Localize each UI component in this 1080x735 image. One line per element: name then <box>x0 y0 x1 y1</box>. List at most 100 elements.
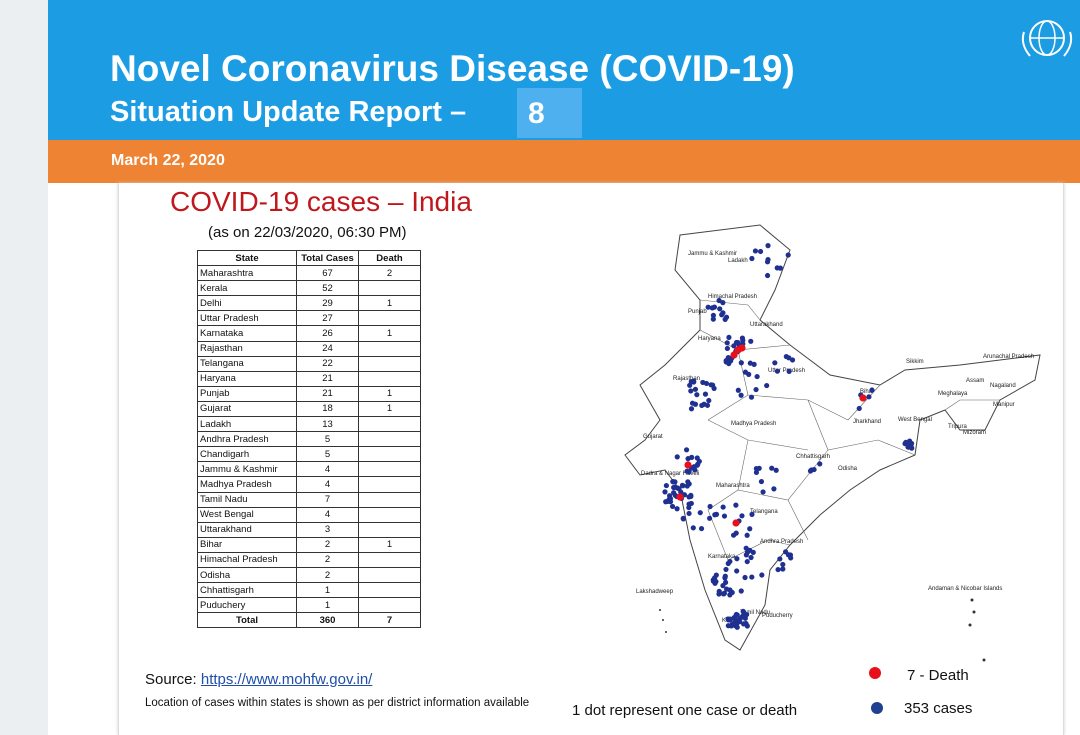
table-cell <box>358 582 421 599</box>
table-cell: 29 <box>296 295 359 312</box>
source-label: Source: <box>145 671 197 688</box>
dot-note: 1 dot represent one case or death <box>572 702 798 719</box>
table-row: Uttar Pradesh 27 <box>197 310 421 327</box>
table-row: Uttarakhand 3 <box>197 521 421 538</box>
table-cell: 1 <box>358 400 421 418</box>
table-cell: Haryana <box>197 370 297 387</box>
table-cell: Uttar Pradesh <box>197 310 297 327</box>
table-row: Tamil Nadu 7 <box>197 491 421 508</box>
total-cell: Total <box>197 612 297 629</box>
table-cell <box>358 355 421 372</box>
table-cell: 4 <box>296 506 359 523</box>
table-row: Gujarat 18 1 <box>197 400 421 418</box>
report-date: March 22, 2020 <box>111 152 225 169</box>
location-note: Location of cases within states is shown… <box>145 697 530 709</box>
table-row: Bihar 2 1 <box>197 536 421 553</box>
who-logo <box>1021 20 1073 57</box>
source: Source: https://www.mohfw.gov.in/ <box>145 671 372 688</box>
table-cell: Punjab <box>197 385 297 402</box>
table-cell <box>358 446 421 463</box>
table-cell <box>358 506 421 523</box>
table-cell <box>358 340 421 357</box>
table-row: Jammu & Kashmir 4 <box>197 461 421 478</box>
table-cell: 27 <box>296 310 359 327</box>
table-cell: 2 <box>358 265 421 282</box>
table-cell: 1 <box>358 536 421 553</box>
table-cell: Ladakh <box>197 416 297 433</box>
table-cell: 2 <box>296 551 359 568</box>
table-cell: 22 <box>296 355 359 372</box>
table-row: Madhya Pradesh 4 <box>197 476 421 493</box>
table-cell <box>358 416 421 433</box>
table-row: Rajasthan 24 <box>197 340 421 357</box>
as-on-date: (as on 22/03/2020, 06:30 PM) <box>208 224 407 241</box>
table-cell: Rajasthan <box>197 340 297 357</box>
table-row: Punjab 21 1 <box>197 385 421 402</box>
table-cell <box>358 431 421 448</box>
table-cell: 1 <box>358 295 421 312</box>
table-row: Haryana 21 <box>197 370 421 387</box>
table-cell: 1 <box>296 597 359 614</box>
table-row: Delhi 29 1 <box>197 295 421 312</box>
table-cell: 1 <box>296 582 359 599</box>
total-cell: 360 <box>296 612 359 629</box>
table-cell: Telangana <box>197 355 297 372</box>
table-cell: 24 <box>296 340 359 357</box>
table-cell: Odisha <box>197 566 297 584</box>
table-row: Maharashtra 67 2 <box>197 265 421 282</box>
cases-table: State Total Cases Death Maharashtra 67 2 Keral… <box>197 249 421 629</box>
table-cell: 1 <box>358 325 421 342</box>
column-header: Total Cases <box>296 249 359 267</box>
table-cell: 13 <box>296 416 359 433</box>
report-title: Novel Coronavirus Disease (COVID-19) <box>110 48 795 89</box>
table-cell: Maharashtra <box>197 265 297 282</box>
table-cell: Chhattisgarh <box>197 582 297 599</box>
table-cell: 52 <box>296 280 359 297</box>
table-row: Himachal Pradesh 2 <box>197 551 421 568</box>
table-cell: 67 <box>296 265 359 282</box>
table-header: State Total Cases Death <box>197 249 421 267</box>
table-cell <box>358 566 421 584</box>
column-header: State <box>197 249 297 267</box>
date-band <box>48 140 1080 183</box>
table-cell <box>358 551 421 568</box>
case-legend-dot <box>871 702 883 714</box>
report-number: 8 <box>517 88 582 138</box>
table-row: West Bengal 4 <box>197 506 421 523</box>
table-cell: 21 <box>296 385 359 402</box>
legend-death: 7 - Death <box>907 667 969 684</box>
table-row: Telangana 22 <box>197 355 421 372</box>
table-cell <box>358 310 421 327</box>
table-cell: Kerala <box>197 280 297 297</box>
death-legend-dot <box>869 667 881 679</box>
table-cell: 5 <box>296 431 359 448</box>
table-cell: 1 <box>358 385 421 402</box>
table-row: Puduchery 1 <box>197 597 421 614</box>
table-cell: Tamil Nadu <box>197 491 297 508</box>
table-cell <box>358 280 421 297</box>
table-cell: Delhi <box>197 295 297 312</box>
table-cell: 4 <box>296 461 359 478</box>
table-cell: Chandigarh <box>197 446 297 463</box>
total-row: Total 360 7 <box>197 612 421 629</box>
table-cell: Jammu & Kashmir <box>197 461 297 478</box>
table-cell <box>358 521 421 538</box>
table-row: Andhra Pradesh 5 <box>197 431 421 448</box>
table-cell: Bihar <box>197 536 297 553</box>
table-cell: Uttarakhand <box>197 521 297 538</box>
table-row: Karnataka 26 1 <box>197 325 421 342</box>
table-cell: 4 <box>296 476 359 493</box>
table-cell: 26 <box>296 325 359 342</box>
table-row: Kerala 52 <box>197 280 421 297</box>
report-subtitle: Situation Update Report – <box>110 96 467 128</box>
table-cell <box>358 597 421 614</box>
table-row: Chandigarh 5 <box>197 446 421 463</box>
table-cell <box>358 476 421 493</box>
source-link[interactable]: https://www.mohfw.gov.in/ <box>200 671 373 688</box>
table-cell <box>358 370 421 387</box>
table-row: Odisha 2 <box>197 566 421 584</box>
slide-title: COVID-19 cases – India <box>170 186 472 217</box>
table-cell: Andhra Pradesh <box>197 431 297 448</box>
table-cell: Gujarat <box>197 400 297 418</box>
